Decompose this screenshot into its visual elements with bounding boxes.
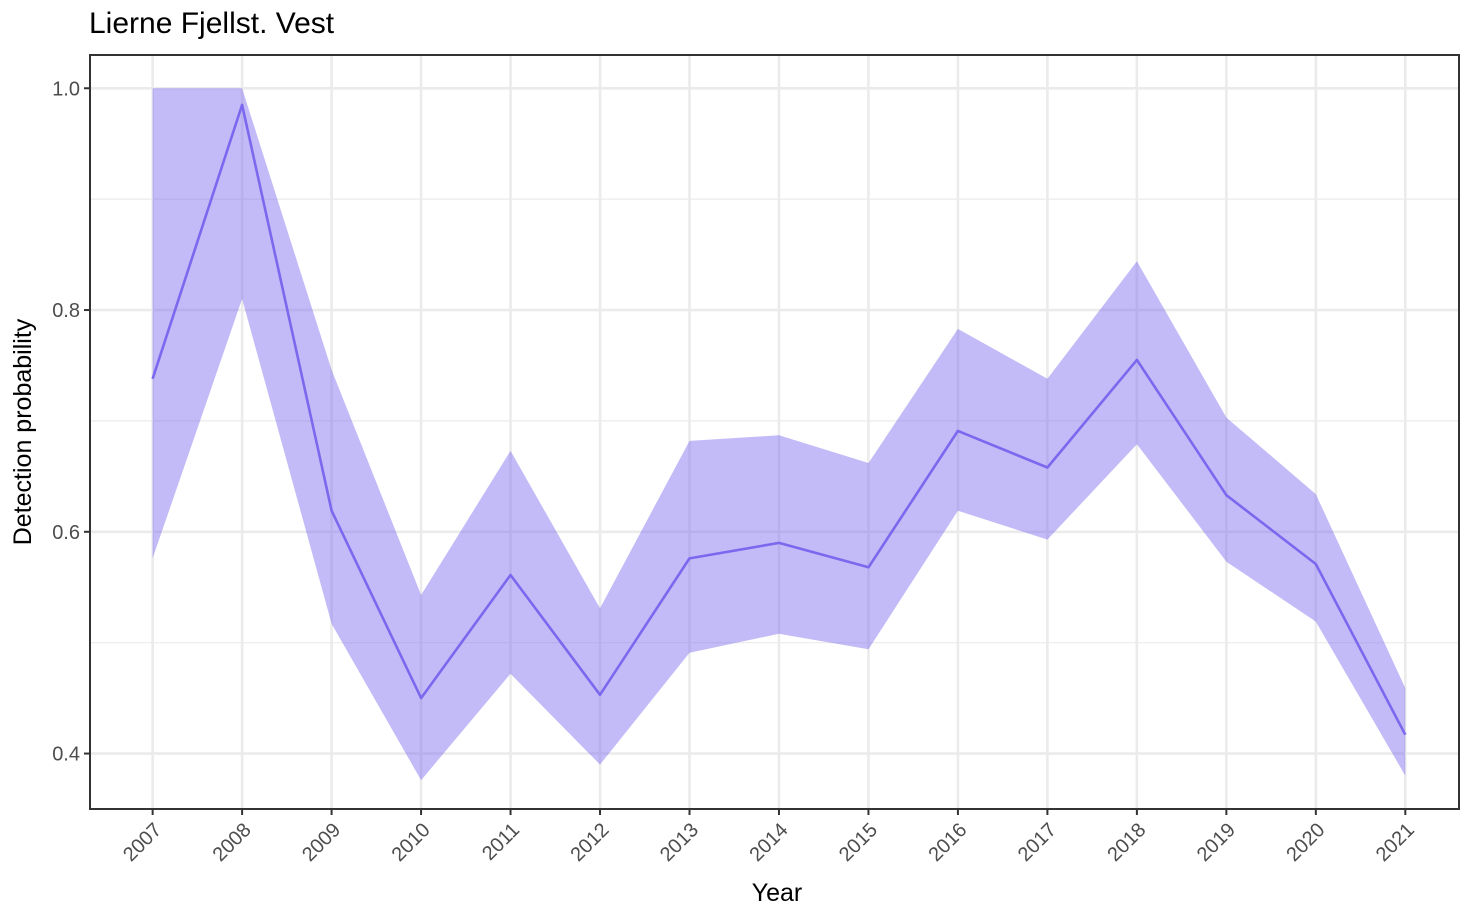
x-tick-label: 2009	[298, 819, 345, 866]
confidence-ribbon-0	[152, 88, 1406, 781]
x-tick-label: 2020	[1282, 819, 1329, 866]
x-tick-label: 2012	[567, 819, 614, 866]
x-tick-label: 2018	[1103, 819, 1150, 866]
x-tick-label: 2007	[119, 819, 166, 866]
x-tick-label: 2011	[478, 819, 524, 865]
x-tick-label: 2015	[835, 819, 882, 866]
x-tick-label: 2021	[1372, 819, 1419, 866]
x-tick-label: 2010	[388, 819, 435, 866]
x-tick-label: 2019	[1193, 819, 1240, 866]
gridlines	[90, 55, 1459, 809]
confidence-ribbon-layer	[152, 88, 1406, 781]
x-axis: 2007 2008 2009 2010 2011 2012 2013 2014 2015 2016…	[119, 809, 1419, 866]
panel-border	[89, 54, 1460, 810]
line-layer	[151, 103, 1407, 736]
x-tick-label: 2014	[745, 819, 792, 866]
chart-title: Lierne Fjellst. Vest	[89, 7, 335, 40]
series-line-0	[151, 103, 1407, 736]
y-tick-label: 0.4	[52, 744, 80, 766]
x-tick-label: 2016	[924, 819, 971, 866]
y-axis-label: Detection probability	[9, 318, 37, 545]
y-axis: 0.4 0.6 0.8 1.0	[52, 78, 90, 766]
x-axis-label: Year	[752, 879, 803, 907]
x-tick-label: 2013	[656, 819, 703, 866]
x-tick-label: 2008	[209, 819, 256, 866]
x-tick-label: 2017	[1014, 819, 1061, 866]
y-tick-label: 0.6	[52, 522, 80, 544]
y-tick-label: 1.0	[52, 78, 80, 100]
y-tick-label: 0.8	[52, 300, 80, 322]
